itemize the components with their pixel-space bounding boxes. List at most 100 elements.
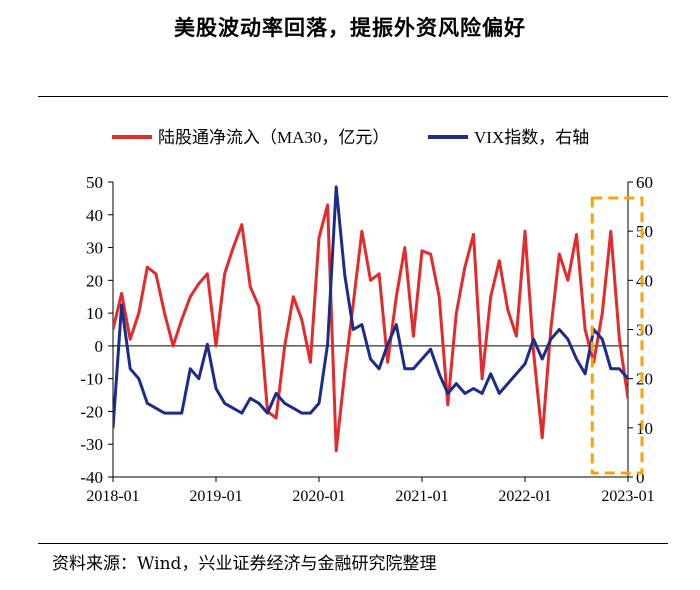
data-point bbox=[137, 377, 140, 380]
data-point bbox=[601, 338, 604, 341]
data-point bbox=[197, 282, 200, 285]
left-tick-label: 0 bbox=[95, 337, 104, 356]
data-point bbox=[317, 402, 321, 405]
data-point bbox=[240, 223, 243, 226]
data-point bbox=[515, 372, 518, 375]
data-point bbox=[326, 343, 329, 346]
left-tick-label: 10 bbox=[86, 304, 103, 323]
data-point bbox=[395, 323, 398, 326]
data-point bbox=[506, 308, 509, 311]
chart: 陆股通净流入（MA30，亿元） VIX指数，右轴 50 40 30 20 10 0 -10 -2… bbox=[80, 128, 654, 505]
data-point bbox=[214, 344, 218, 348]
data-point bbox=[274, 416, 278, 420]
data-point bbox=[455, 382, 458, 385]
data-point bbox=[180, 411, 183, 415]
right-tick-label: 60 bbox=[636, 173, 653, 192]
x-tick-label: 2021-01 bbox=[395, 488, 448, 505]
data-point bbox=[463, 392, 467, 395]
data-point bbox=[575, 233, 578, 236]
plot-area bbox=[113, 185, 644, 475]
data-point bbox=[292, 295, 295, 298]
x-tick-label: 2023-01 bbox=[601, 488, 654, 505]
data-point bbox=[429, 348, 432, 351]
data-point bbox=[223, 272, 226, 275]
left-tick-label: -30 bbox=[80, 435, 103, 454]
data-point bbox=[171, 411, 175, 415]
data-point bbox=[129, 367, 132, 370]
data-point bbox=[558, 252, 561, 256]
data-point bbox=[137, 311, 140, 315]
data-point bbox=[532, 351, 535, 354]
data-point bbox=[206, 272, 209, 275]
data-point bbox=[283, 344, 286, 348]
legend-label: 陆股通净流入（MA30，亿元） bbox=[158, 128, 389, 147]
right-tick-label: 30 bbox=[636, 321, 653, 340]
data-point bbox=[446, 403, 449, 407]
data-point bbox=[300, 318, 303, 321]
data-point bbox=[232, 246, 235, 249]
data-point bbox=[420, 249, 424, 252]
data-point bbox=[369, 357, 372, 361]
data-point bbox=[163, 311, 166, 315]
data-point bbox=[146, 402, 149, 405]
data-point bbox=[113, 328, 115, 331]
legend-label: VIX指数，右轴 bbox=[474, 128, 589, 147]
data-point bbox=[412, 367, 415, 370]
data-point bbox=[171, 344, 175, 348]
data-point bbox=[232, 407, 235, 410]
data-point bbox=[309, 411, 312, 415]
data-point bbox=[283, 402, 286, 405]
data-point bbox=[249, 397, 252, 400]
data-point bbox=[463, 266, 467, 269]
data-point bbox=[189, 295, 192, 298]
right-tick-label: 20 bbox=[636, 370, 653, 389]
series-line-vix bbox=[113, 185, 628, 428]
top-rule bbox=[38, 96, 668, 97]
data-point bbox=[335, 449, 338, 452]
data-point bbox=[618, 367, 621, 370]
data-point bbox=[377, 367, 381, 370]
right-tick-label: 0 bbox=[636, 468, 645, 487]
data-point bbox=[541, 436, 544, 439]
data-point bbox=[541, 357, 544, 361]
data-point bbox=[335, 185, 338, 189]
data-point bbox=[549, 328, 552, 331]
data-point bbox=[326, 203, 329, 207]
data-point bbox=[429, 252, 432, 256]
data-point bbox=[360, 230, 364, 233]
data-point bbox=[420, 357, 424, 361]
data-point bbox=[583, 372, 587, 375]
data-point bbox=[472, 387, 475, 390]
page-title: 美股波动率回落，提振外资风险偏好 bbox=[174, 15, 526, 40]
data-point bbox=[618, 338, 621, 341]
data-point bbox=[566, 338, 570, 341]
data-point bbox=[489, 372, 492, 375]
left-tick-label: -10 bbox=[80, 370, 103, 389]
data-point bbox=[113, 426, 115, 429]
left-tick-label: 40 bbox=[86, 206, 103, 225]
data-point bbox=[455, 311, 458, 315]
data-point bbox=[352, 302, 355, 305]
right-tick-label: 10 bbox=[636, 419, 653, 438]
data-point bbox=[386, 361, 389, 364]
data-point bbox=[498, 259, 501, 262]
data-point bbox=[163, 411, 166, 415]
data-point bbox=[583, 328, 587, 331]
data-point bbox=[129, 338, 132, 341]
data-point bbox=[292, 407, 295, 410]
bottom-rule bbox=[38, 543, 668, 544]
data-point bbox=[403, 367, 406, 370]
data-point bbox=[549, 338, 552, 341]
data-point bbox=[609, 367, 612, 370]
x-tick-label: 2022-01 bbox=[498, 488, 551, 505]
data-point bbox=[154, 272, 158, 275]
left-tick-label: 50 bbox=[86, 173, 103, 192]
data-point bbox=[146, 266, 149, 269]
data-point bbox=[266, 411, 269, 415]
data-point bbox=[575, 357, 578, 361]
data-point bbox=[601, 311, 604, 315]
data-point bbox=[506, 382, 509, 385]
data-point bbox=[309, 361, 312, 364]
data-point bbox=[609, 230, 612, 233]
x-tick-label: 2020-01 bbox=[292, 488, 345, 505]
